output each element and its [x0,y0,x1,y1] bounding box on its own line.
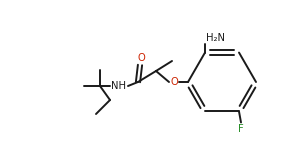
Text: F: F [238,124,244,134]
Text: O: O [137,53,145,63]
Text: NH: NH [111,81,126,91]
Text: O: O [170,77,178,87]
Text: H₂N: H₂N [206,33,225,43]
